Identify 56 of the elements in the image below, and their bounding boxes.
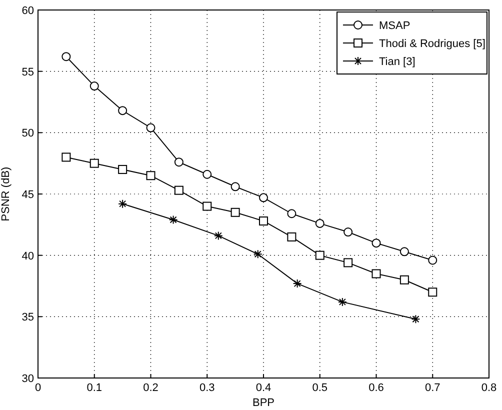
point — [428, 288, 438, 297]
x-axis-title: BPP — [252, 397, 275, 409]
x-tick-label: 0.1 — [86, 382, 102, 394]
point — [315, 218, 324, 228]
point — [214, 231, 223, 240]
x-tick-label: 0.2 — [143, 382, 158, 394]
point — [146, 123, 156, 132]
legend-label: Thodi & Rodrigues [5] — [379, 38, 486, 50]
point — [344, 258, 353, 268]
point — [292, 279, 302, 288]
point — [338, 297, 347, 306]
point — [202, 170, 212, 179]
x-tick-label: 0.3 — [199, 382, 215, 394]
y-tick-label: 60 — [22, 5, 34, 17]
point — [400, 275, 409, 284]
point — [287, 232, 296, 242]
point — [428, 256, 438, 265]
legend-label: Tian [3] — [379, 56, 416, 68]
legend-label: MSAP — [379, 20, 410, 32]
point — [259, 193, 268, 202]
point — [90, 82, 99, 91]
x-tick-label: 0.8 — [481, 382, 497, 394]
y-tick-label: 35 — [22, 312, 34, 324]
point — [315, 250, 324, 260]
x-tick-label: 0.7 — [424, 382, 440, 394]
point — [259, 216, 268, 226]
point — [372, 269, 381, 278]
point — [174, 158, 184, 167]
point — [174, 186, 184, 195]
point — [372, 238, 381, 248]
point — [230, 208, 240, 217]
point — [146, 171, 156, 180]
point — [411, 314, 420, 324]
x-tick-label: 0 — [34, 382, 42, 394]
x-tick-label: 0.6 — [368, 382, 384, 394]
point — [253, 250, 262, 259]
point — [168, 215, 178, 224]
y-tick-label: 30 — [22, 373, 34, 385]
point — [400, 247, 409, 256]
y-tick-label: 55 — [22, 66, 34, 78]
y-axis-title: PSNR (dB) — [0, 166, 12, 222]
point — [202, 202, 212, 211]
point — [118, 106, 128, 116]
x-tick-label: 0.5 — [312, 382, 328, 394]
point — [62, 152, 71, 162]
y-tick-label: 45 — [22, 189, 34, 201]
point — [90, 158, 99, 168]
point — [344, 228, 353, 237]
y-tick-label: 40 — [22, 250, 34, 262]
point — [230, 182, 240, 192]
x-tick-label: 0.4 — [256, 382, 272, 394]
point — [62, 52, 71, 62]
point — [118, 164, 128, 174]
point — [118, 199, 128, 208]
point — [287, 209, 296, 218]
y-tick-label: 50 — [22, 128, 34, 140]
